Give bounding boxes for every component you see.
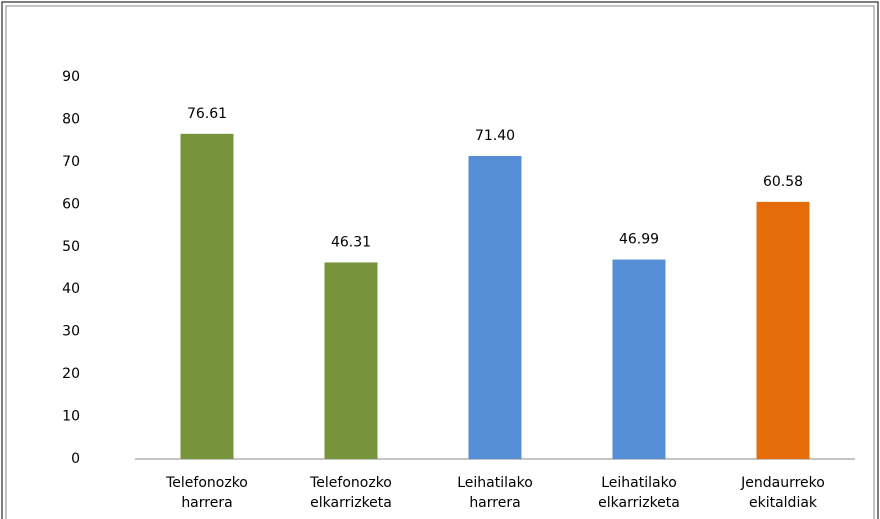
y-tick-label: 70: [62, 154, 80, 170]
bar: [612, 259, 666, 459]
y-tick-label: 30: [62, 324, 80, 340]
y-tick-label: 0: [71, 451, 80, 467]
x-tick-label: Leihatilako elkarrizketa: [598, 475, 680, 511]
value-label: 71.40: [475, 128, 515, 144]
y-tick-label: 80: [62, 111, 80, 127]
value-label: 46.31: [331, 234, 371, 250]
bar: [468, 155, 522, 460]
bar: [324, 262, 378, 459]
y-tick-label: 40: [62, 281, 80, 297]
frame-inner: [5, 5, 875, 519]
value-label: 60.58: [763, 174, 803, 190]
value-label: 76.61: [187, 106, 227, 122]
value-label: 46.99: [619, 232, 659, 248]
y-tick-label: 90: [62, 69, 80, 85]
x-tick-label: Telefonozko harrera: [166, 475, 248, 511]
x-tick-label: Leihatilako harrera: [457, 475, 533, 511]
x-tick-label: Jendaurreko ekitaldiak: [741, 475, 825, 511]
bar: [180, 133, 234, 459]
y-tick-label: 20: [62, 366, 80, 382]
y-tick-label: 10: [62, 409, 80, 425]
y-tick-label: 60: [62, 196, 80, 212]
y-tick-label: 50: [62, 239, 80, 255]
bar: [756, 201, 810, 459]
x-tick-label: Telefonozko elkarrizketa: [310, 475, 392, 511]
